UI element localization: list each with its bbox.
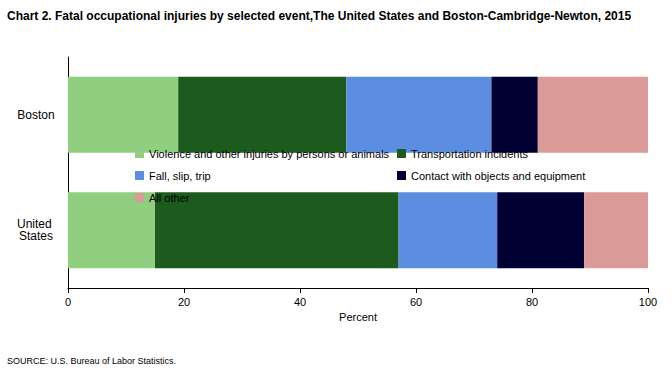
svg-text:Chart 2. Fatal occupational in: Chart 2. Fatal occupational injuries by … [7, 9, 631, 23]
svg-text:SOURCE: U.S. Bureau of Labor S: SOURCE: U.S. Bureau of Labor Statistics. [7, 356, 176, 366]
svg-text:0: 0 [65, 296, 71, 308]
svg-text:60: 60 [410, 296, 422, 308]
svg-text:Boston: Boston [17, 108, 54, 122]
svg-text:100: 100 [639, 296, 657, 308]
svg-text:Percent: Percent [339, 311, 377, 323]
svg-text:Violence and other injuries by: Violence and other injuries by persons o… [149, 148, 390, 160]
svg-text:United: United [17, 217, 55, 232]
svg-text:Contact with objects and equip: Contact with objects and equipment [411, 170, 585, 182]
svg-text:Fall, slip, trip: Fall, slip, trip [149, 170, 211, 182]
svg-text:20: 20 [178, 296, 190, 308]
svg-text:All other: All other [149, 192, 190, 204]
svg-text:States: States [19, 229, 53, 243]
svg-text:40: 40 [294, 296, 306, 308]
svg-text:80: 80 [526, 296, 538, 308]
svg-text:Transportation incidents: Transportation incidents [411, 148, 528, 160]
